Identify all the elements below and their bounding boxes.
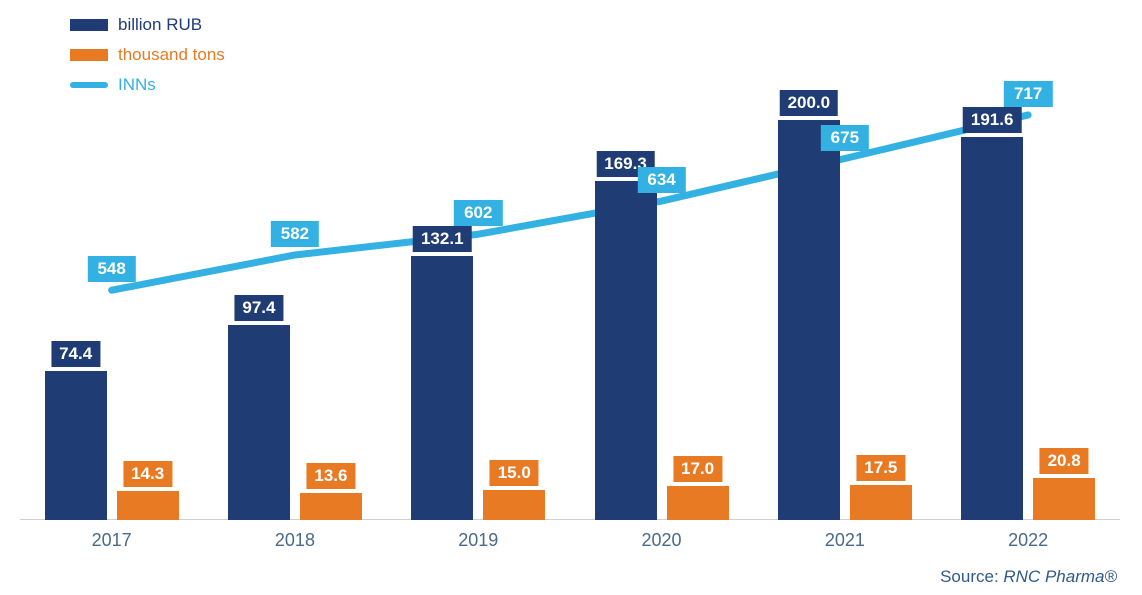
bar-billion-rub <box>228 325 290 520</box>
bar-billion-rub <box>45 371 107 520</box>
bar-thousand-tons <box>117 491 179 520</box>
chart-container: billion RUB thousand tons INNs 74.414.35… <box>0 0 1142 595</box>
bar-label-thousand-tons: 17.5 <box>856 455 905 481</box>
bar-billion-rub <box>778 120 840 520</box>
bar-billion-rub <box>595 181 657 520</box>
inns-line <box>20 20 1120 520</box>
bar-billion-rub <box>961 137 1023 520</box>
bar-label-thousand-tons: 20.8 <box>1040 448 1089 474</box>
bar-label-billion-rub: 74.4 <box>51 341 100 367</box>
bar-label-thousand-tons: 13.6 <box>306 463 355 489</box>
bar-label-thousand-tons: 14.3 <box>123 461 172 487</box>
bar-label-billion-rub: 200.0 <box>780 90 839 116</box>
x-axis-baseline <box>20 519 1120 520</box>
bar-thousand-tons <box>300 493 362 520</box>
bar-thousand-tons <box>483 490 545 520</box>
source-attribution: Source: RNC Pharma® <box>940 567 1117 587</box>
bar-label-thousand-tons: 17.0 <box>673 456 722 482</box>
plot-area: 74.414.354897.413.6582132.115.0602169.31… <box>20 20 1120 520</box>
source-label: Source: <box>940 567 1003 586</box>
x-tick: 2022 <box>948 530 1108 551</box>
line-label-inns: 675 <box>821 125 869 151</box>
bar-thousand-tons <box>667 486 729 520</box>
bar-label-billion-rub: 191.6 <box>963 107 1022 133</box>
line-label-inns: 634 <box>637 167 685 193</box>
line-label-inns: 582 <box>271 221 319 247</box>
x-tick: 2021 <box>765 530 925 551</box>
source-value: RNC Pharma® <box>1003 567 1117 586</box>
bar-thousand-tons <box>1033 478 1095 520</box>
x-tick: 2018 <box>215 530 375 551</box>
line-label-inns: 717 <box>1004 81 1052 107</box>
bar-thousand-tons <box>850 485 912 520</box>
line-label-inns: 548 <box>87 256 135 282</box>
x-tick: 2019 <box>398 530 558 551</box>
bar-label-thousand-tons: 15.0 <box>490 460 539 486</box>
line-label-inns: 602 <box>454 200 502 226</box>
bar-label-billion-rub: 97.4 <box>234 295 283 321</box>
x-tick: 2017 <box>32 530 192 551</box>
bar-label-billion-rub: 132.1 <box>413 226 472 252</box>
bar-billion-rub <box>411 256 473 520</box>
x-tick: 2020 <box>582 530 742 551</box>
